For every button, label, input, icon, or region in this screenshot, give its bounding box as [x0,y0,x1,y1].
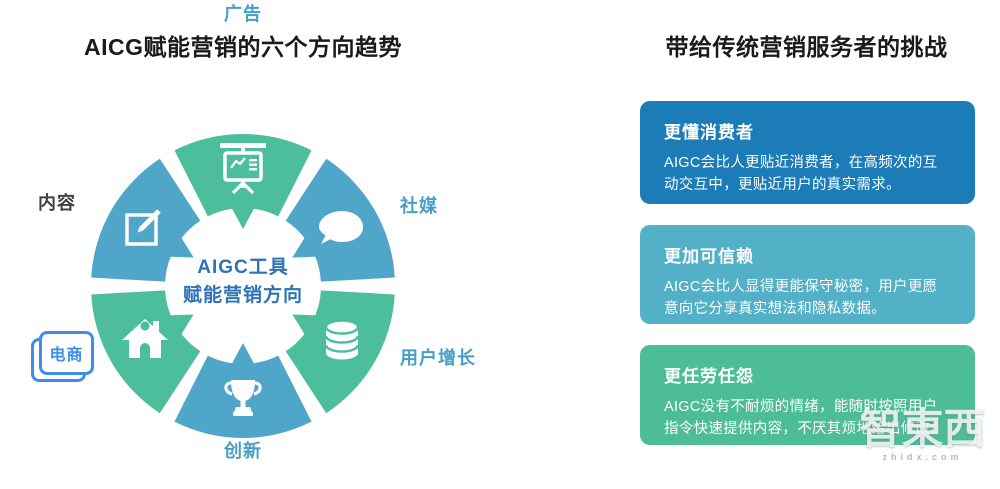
donut-segment-5 [91,158,201,282]
donut-center-line2: 赋能营销方向 [182,284,303,306]
segment-label-social-media: 社媒 [400,196,438,216]
card-body: AIGC会比人更贴近消费者，在高频次的互动交互中，更贴近用户的真实需求。 [664,155,938,194]
card-body: AIGC没有不耐烦的情绪，能随时按照用户指令快速提供内容，不厌其烦地给出修改。 [664,399,946,438]
left-section-title: AICG赋能营销的六个方向趋势 [84,34,402,60]
right-section-title: 带给传统营销服务者的挑战 [665,34,948,60]
segment-label-ecommerce: 电商 [39,331,94,375]
card-title: 更加可信赖 [664,247,754,266]
donut-center-text: AIGC工具 赋能营销方向 [123,254,363,309]
card-title: 更任劳任怨 [664,367,754,386]
donut-segment-4 [91,290,201,414]
edit-icon [125,209,161,246]
segment-label-innovation: 创新 [224,441,262,461]
segment-label-content: 内容 [38,193,76,213]
card-more-trustworthy: 更加可信赖 AIGC会比人显得更能保守秘密，用户更愿意向它分享真实想法和隐私数据… [640,225,975,324]
card-body: AIGC会比人显得更能保守秘密，用户更愿意向它分享真实想法和隐私数据。 [664,279,938,318]
card-understand-consumers: 更懂消费者 AIGC会比人更贴近消费者，在高频次的互动交互中，更贴近用户的真实需… [640,101,975,204]
card-title: 更懂消费者 [664,123,754,142]
card-hardworking: 更任劳任怨 AIGC没有不耐烦的情绪，能随时按照用户指令快速提供内容，不厌其烦地… [640,345,975,445]
presentation-chart-icon [220,143,266,195]
speech-bubble-icon [319,211,363,244]
house-icon [122,319,168,358]
donut-center-line1: AIGC工具 [197,257,289,278]
marketing-directions-donut [91,134,395,438]
trophy-icon [224,380,262,416]
database-icon [324,319,360,360]
segment-label-advertising: 广告 [224,4,262,24]
segment-label-user-growth: 用户增长 [400,348,476,368]
watermark-subtext: zhidx.com [882,452,963,462]
